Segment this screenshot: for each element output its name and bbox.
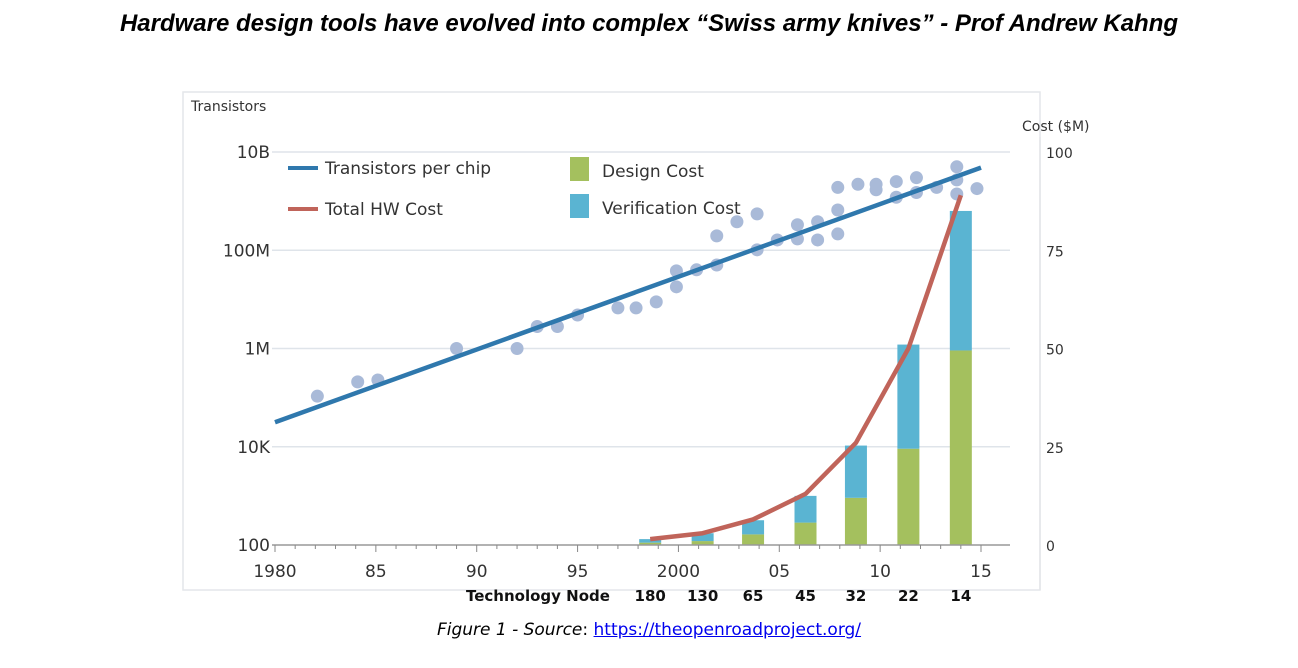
transistor-data-point (831, 180, 845, 194)
design-cost-bar (949, 350, 972, 545)
verification-cost-bar (742, 520, 765, 535)
left-axis-label: Transistors (190, 99, 266, 115)
x-tick-label: 1980 (253, 562, 296, 582)
verification-cost-bar (949, 210, 972, 351)
transistor-data-point (611, 301, 625, 315)
legend-label: Total HW Cost (324, 200, 443, 220)
design-cost-bar (639, 542, 662, 545)
transistor-data-point (889, 175, 903, 189)
right-tick-label: 75 (1046, 244, 1064, 260)
x-tick-label: 15 (970, 562, 992, 582)
technology-node-label: 65 (743, 587, 764, 605)
transistor-data-point (869, 177, 883, 191)
x-tick-label: 05 (768, 562, 790, 582)
legend-bar-swatch (570, 157, 589, 181)
caption-separator: : (582, 620, 594, 640)
verification-cost-bar (691, 533, 714, 542)
design-cost-bar (897, 448, 920, 545)
transistor-data-point (831, 203, 845, 217)
transistor-data-point (811, 233, 825, 247)
technology-node-label: 180 (635, 587, 666, 605)
transistor-data-point (950, 160, 964, 174)
legend-label: Design Cost (602, 162, 704, 182)
x-tick-label: 95 (567, 562, 589, 582)
figure-caption: Figure 1 - Source: https://theopenroadpr… (0, 620, 1298, 640)
x-tick-label: 85 (365, 562, 387, 582)
technology-node-label: 130 (687, 587, 718, 605)
transistor-data-point (851, 177, 865, 191)
x-tick-label: 2000 (657, 562, 700, 582)
left-tick-label: 100M (223, 241, 270, 261)
left-tick-label: 10K (237, 438, 271, 458)
technology-node-label: 32 (845, 587, 866, 605)
transistor-data-point (710, 229, 724, 243)
technology-node-label: Technology Node (466, 587, 610, 605)
legend-label: Transistors per chip (324, 159, 491, 179)
source-link[interactable]: https://theopenroadproject.org/ (593, 620, 862, 640)
transistor-data-point (750, 207, 764, 221)
design-cost-bar (794, 522, 817, 545)
transistor-data-point (909, 171, 923, 185)
technology-node-label: 14 (950, 587, 971, 605)
transistor-data-point (730, 215, 744, 229)
right-tick-label: 100 (1046, 146, 1073, 162)
verification-cost-bar (844, 445, 867, 498)
x-tick-label: 10 (869, 562, 891, 582)
left-tick-label: 100 (238, 536, 270, 556)
right-tick-label: 0 (1046, 539, 1055, 555)
transistor-data-point (790, 218, 804, 232)
transistor-data-point (450, 342, 464, 355)
x-tick-label: 90 (466, 562, 488, 582)
verification-cost-bar (897, 344, 920, 449)
transistor-data-point (310, 389, 324, 403)
transistor-data-point (351, 375, 365, 389)
legend-bar-swatch (570, 194, 589, 218)
total-hw-cost-line (649, 194, 963, 542)
transistor-data-point (970, 182, 984, 196)
right-tick-label: 25 (1046, 441, 1064, 457)
transistors-per-chip-line (274, 165, 982, 425)
design-cost-bar (742, 534, 765, 545)
verification-cost-bar (639, 539, 662, 543)
left-tick-label: 1M (245, 340, 270, 360)
caption-label: Figure 1 - Source (436, 620, 583, 640)
transistor-data-point (831, 227, 845, 241)
left-tick-label: 10B (237, 143, 270, 163)
verification-cost-bar (794, 495, 817, 523)
transistor-data-point (510, 342, 524, 355)
technology-node-label: 45 (795, 587, 816, 605)
right-tick-label: 50 (1046, 343, 1064, 359)
transistor-data-point (629, 301, 643, 315)
transistor-data-point (669, 280, 683, 294)
technology-node-label: 22 (898, 587, 919, 605)
transistor-data-point (649, 295, 663, 309)
legend-label: Verification Cost (602, 199, 741, 219)
right-axis-label: Cost ($M) (1022, 119, 1089, 135)
design-cost-bar (844, 497, 867, 545)
page-title: Hardware design tools have evolved into … (119, 10, 1179, 37)
design-cost-bar (691, 541, 714, 545)
